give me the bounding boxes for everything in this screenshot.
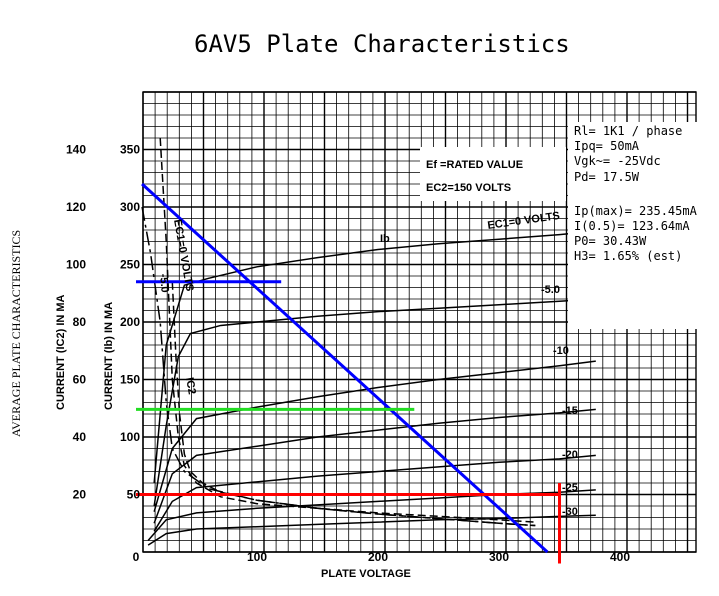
- y-axis-label-ib: CURRENT (Ib) IN MA: [103, 302, 115, 410]
- curve-label: -10: [553, 345, 569, 357]
- annotation-line: Pd= 17.5W: [574, 170, 640, 184]
- x-axis-label: PLATE VOLTAGE: [321, 568, 411, 580]
- x-tick-label: 0: [133, 550, 140, 564]
- x-tick-label: 400: [610, 550, 630, 564]
- curve-label: -20: [562, 449, 578, 461]
- y-tick-label-ic2: 100: [66, 258, 86, 272]
- annotation-line: Ipq= 50mA: [574, 139, 640, 153]
- annotation-line: I(0.5)= 123.64mA: [574, 219, 690, 233]
- condition-box: [420, 147, 566, 201]
- annotation-panel: [568, 122, 719, 329]
- y-tick-label-ib: 150: [120, 373, 140, 387]
- annotation-line: H3= 1.65% (est): [574, 249, 682, 263]
- condition-ec2: EC2=150 VOLTS: [426, 182, 511, 194]
- curve-10: [171, 281, 536, 527]
- annotation-line: Ip(max)= 235.45mA: [574, 204, 698, 218]
- y-tick-label-ib: 200: [120, 315, 140, 329]
- y-tick-label-ic2: 40: [73, 430, 87, 444]
- y-tick-label-ic2: 140: [66, 143, 86, 157]
- y-tick-label-ic2: 60: [73, 373, 87, 387]
- overlay-lines: [136, 182, 561, 564]
- y-tick-label-ib: 50: [127, 488, 141, 502]
- curve-8: [159, 137, 536, 523]
- curve-label: EC1=0 VOLTS: [487, 210, 561, 232]
- x-tick-label: 200: [368, 550, 388, 564]
- y-tick-label-ic2: 80: [73, 315, 87, 329]
- annotation-line: Vgk~= -25Vdc: [574, 154, 661, 168]
- curve-label: -15: [562, 405, 578, 417]
- curve-label: IC2: [183, 376, 198, 395]
- chart-title: 6AV5 Plate Characteristics: [194, 30, 570, 58]
- curve-label: -5.0: [157, 273, 171, 293]
- side-label: AVERAGE PLATE CHARACTERISTICS: [9, 230, 23, 437]
- curve-label: -30: [562, 506, 578, 518]
- curve-label: Ib: [380, 233, 390, 245]
- x-tick-label: 300: [489, 550, 509, 564]
- curve-label: -25: [562, 482, 578, 494]
- condition-ef: Ef =RATED VALUE: [426, 159, 523, 171]
- y-tick-label-ic2: 20: [73, 488, 87, 502]
- x-tick-labels: 0 100 200 300 400: [133, 550, 631, 564]
- y-tick-label-ib: 300: [120, 200, 140, 214]
- y-axis-label-ic2: CURRENT (IC2) IN MA: [55, 294, 67, 410]
- y-tick-labels-ic2: 20 40 60 80 100 120 140: [66, 143, 86, 502]
- curve-1: [153, 230, 596, 484]
- x-tick-label: 100: [247, 550, 267, 564]
- y-tick-label-ib: 250: [120, 258, 140, 272]
- y-tick-label-ib: 100: [120, 430, 140, 444]
- y-tick-label-ib: 350: [120, 143, 140, 157]
- curve-group: [141, 137, 596, 546]
- curve-3: [153, 360, 596, 512]
- load-line: [141, 182, 549, 554]
- curve-7: [147, 514, 596, 546]
- annotation-line: Rl= 1K1 / phase: [574, 124, 682, 138]
- annotation-line: P0= 30.43W: [574, 234, 647, 248]
- y-tick-label-ic2: 120: [66, 200, 86, 214]
- curve-label: -5.0: [541, 284, 560, 296]
- chart-grid: [142, 91, 697, 553]
- y-tick-labels-ib: 50 100 150 200 250 300 350: [120, 143, 140, 502]
